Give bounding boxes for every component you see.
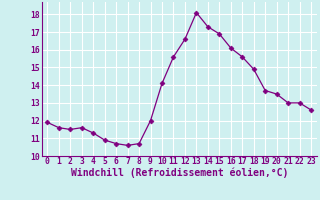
X-axis label: Windchill (Refroidissement éolien,°C): Windchill (Refroidissement éolien,°C): [70, 168, 288, 178]
